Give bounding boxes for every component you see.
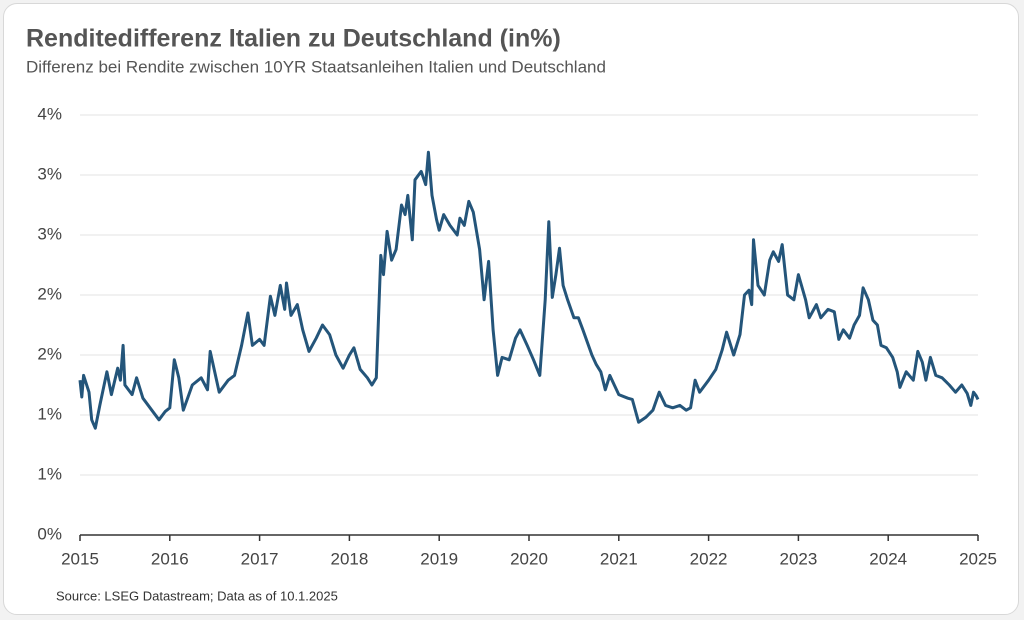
y-tick-label: 1%	[37, 464, 62, 483]
x-tick-label: 2017	[241, 549, 279, 568]
chart-subtitle: Differenz bei Rendite zwischen 10YR Staa…	[26, 57, 606, 76]
y-tick-label: 2%	[37, 344, 62, 363]
chart-title: Renditedifferenz Italien zu Deutschland …	[26, 25, 561, 53]
data-line	[78, 150, 980, 430]
y-tick-label: 0%	[37, 524, 62, 543]
x-tick-label: 2024	[869, 549, 907, 568]
x-tick-label: 2022	[690, 549, 728, 568]
y-tick-label: 3%	[37, 164, 62, 183]
x-tick-label: 2025	[959, 549, 997, 568]
y-tick-label: 4%	[37, 104, 62, 123]
y-tick-label: 3%	[37, 224, 62, 243]
x-tick-label: 2021	[600, 549, 638, 568]
x-tick-label: 2023	[779, 549, 817, 568]
x-tick-label: 2015	[61, 549, 99, 568]
x-tick-label: 2019	[420, 549, 458, 568]
y-tick-label: 2%	[37, 284, 62, 303]
card	[3, 3, 1019, 615]
x-tick-label: 2018	[330, 549, 368, 568]
x-tick-label: 2016	[151, 549, 189, 568]
source-note: Source: LSEG Datastream; Data as of 10.1…	[56, 588, 338, 603]
y-tick-label: 1%	[37, 404, 62, 423]
x-tick-label: 2020	[510, 549, 548, 568]
